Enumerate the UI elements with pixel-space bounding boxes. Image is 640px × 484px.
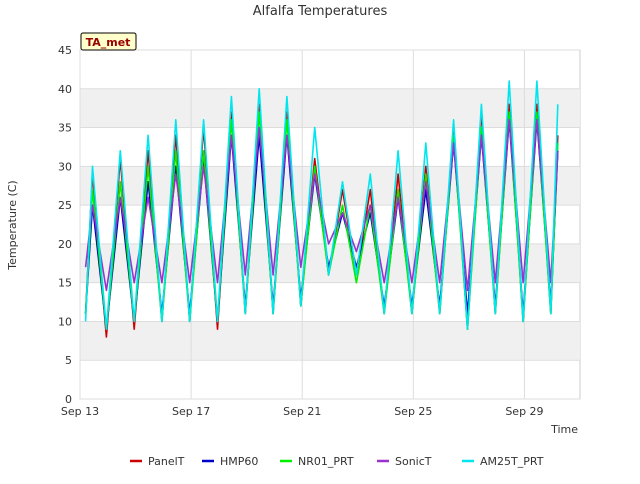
plot-band	[80, 321, 580, 361]
legend-label: PanelT	[148, 455, 185, 468]
plot-background	[79, 49, 581, 400]
station-badge-text: TA_met	[86, 36, 131, 49]
plot-band	[80, 166, 580, 206]
x-tick-label: Sep 13	[61, 405, 99, 418]
x-axis-label: Time	[550, 423, 578, 436]
x-tick-label: Sep 17	[172, 405, 210, 418]
legend: PanelT HMP60 NR01_PRT SonicT AM25T_PRT	[130, 455, 544, 468]
y-tick-label: 10	[58, 315, 72, 328]
station-badge: TA_met	[80, 32, 137, 51]
series-line-am25t-prt	[84, 80, 559, 331]
x-tick-label: Sep 25	[394, 405, 432, 418]
x-tick-label: Sep 29	[505, 405, 543, 418]
legend-label: AM25T_PRT	[480, 455, 544, 468]
x-tick-label: Sep 21	[283, 405, 321, 418]
y-tick-label: 25	[58, 199, 72, 212]
chart-title: Alfalfa Temperatures	[253, 4, 388, 19]
plot-band	[80, 88, 580, 128]
y-tick-label: 20	[58, 238, 72, 251]
y-axis: 0 5 10 15 20 25 30 35 40 45	[58, 44, 72, 406]
legend-label: NR01_PRT	[298, 455, 354, 468]
legend-label: SonicT	[395, 455, 432, 468]
y-tick-label: 40	[58, 83, 72, 96]
y-axis-label: Temperature (C)	[6, 180, 19, 270]
legend-label: HMP60	[220, 455, 258, 468]
y-tick-label: 0	[65, 393, 72, 406]
station-badge-box	[80, 32, 137, 51]
y-tick-label: 15	[58, 277, 72, 290]
series-lines	[84, 80, 559, 338]
gridlines	[79, 49, 580, 400]
y-tick-label: 45	[58, 44, 72, 57]
y-tick-label: 30	[58, 160, 72, 173]
y-tick-label: 5	[65, 354, 72, 367]
y-tick-label: 35	[58, 122, 72, 135]
x-axis: Sep 13 Sep 17 Sep 21 Sep 25 Sep 29	[61, 405, 544, 418]
